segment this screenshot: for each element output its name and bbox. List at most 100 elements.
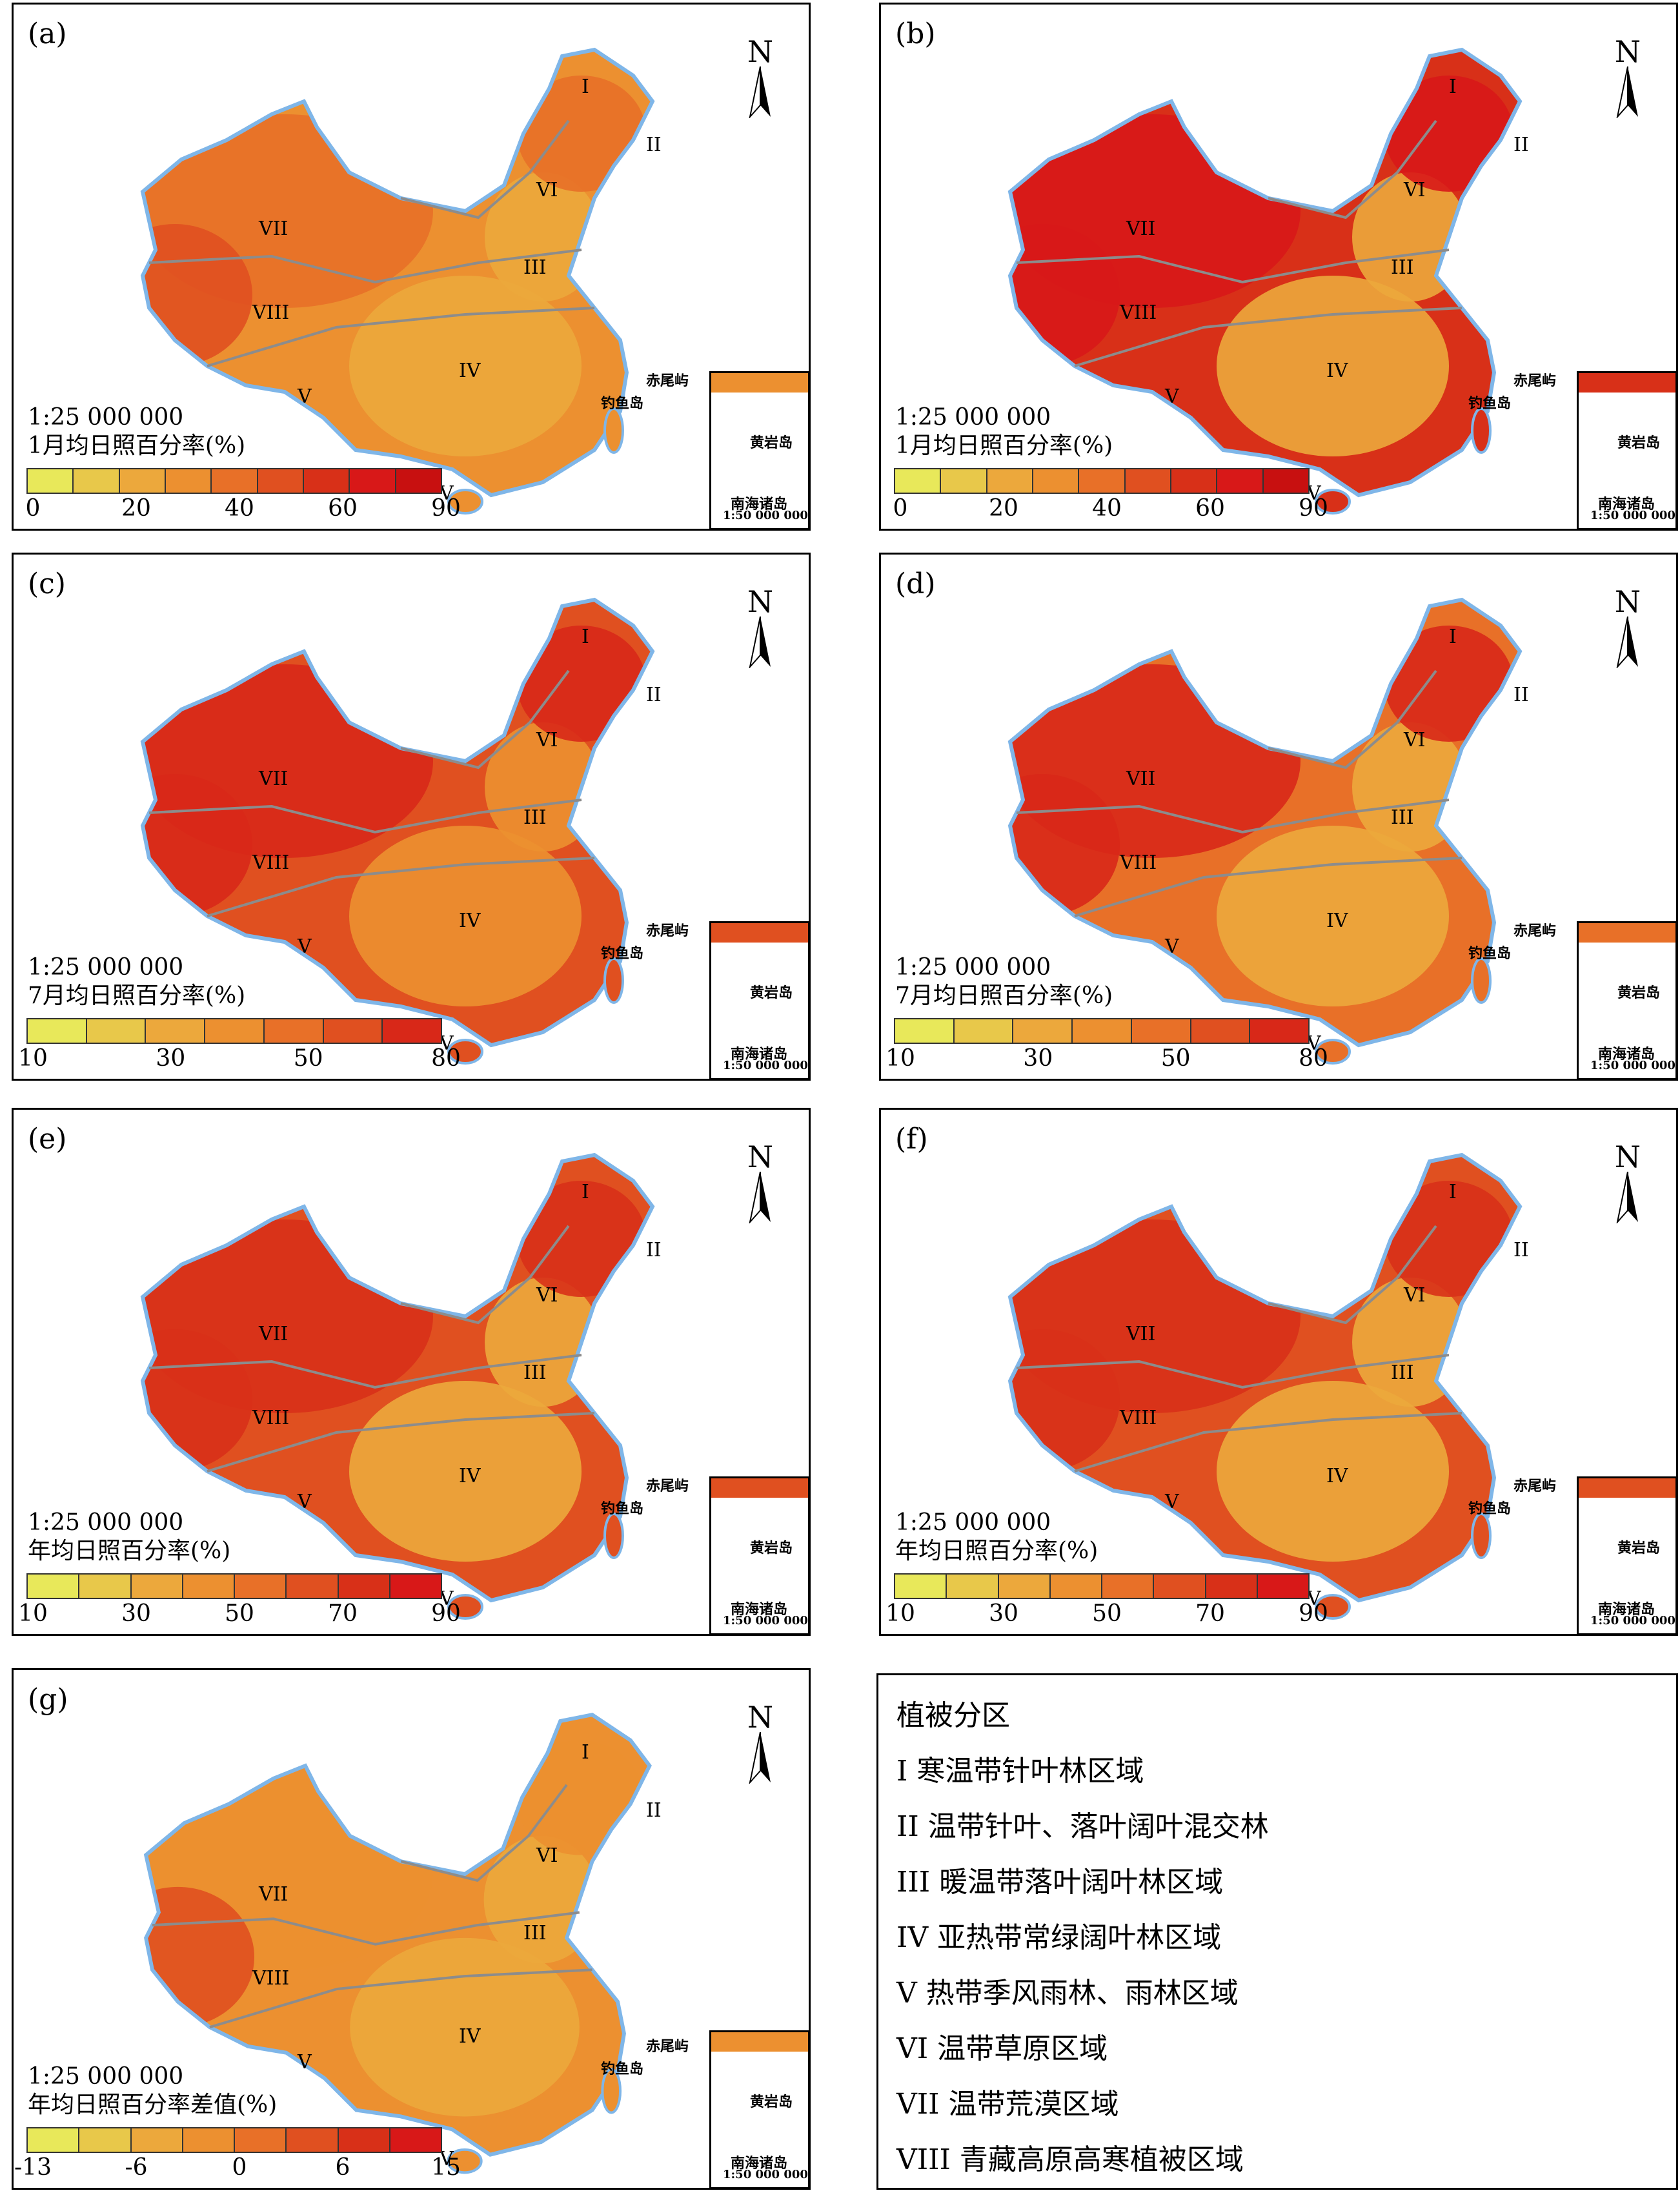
legend-swatch — [183, 2128, 235, 2152]
taiwan-island — [603, 1513, 624, 1559]
south-china-sea-inset: 黄岩岛 南海诸岛 1:50 000 000 — [709, 2030, 809, 2188]
coastline — [1007, 597, 1523, 1048]
region-numeral: VIII — [252, 852, 290, 874]
legend-ticks: 10 30 50 70 90 — [886, 1600, 1328, 1627]
island-label: 南海诸岛 — [731, 496, 788, 513]
legend-ticks: 0 20 40 60 90 — [20, 495, 461, 522]
legend-swatch — [131, 2128, 183, 2152]
region-numeral: II — [1513, 1239, 1529, 1261]
map-fill-zone — [1010, 224, 1120, 366]
region-numeral: II — [1513, 684, 1529, 706]
legend-swatch — [287, 1575, 339, 1598]
inset-coast — [1579, 1478, 1675, 1498]
region-numeral: VIII — [1120, 1407, 1157, 1429]
north-arrow-icon: N — [1605, 1142, 1650, 1226]
inset-scale-text: 1:50 000 000 — [1590, 509, 1675, 522]
region-numeral: III — [523, 1922, 547, 1944]
map-panel: (b) N I II III IV V VI VII VIII V 1:25 000 000 1月均日照… — [879, 3, 1678, 531]
legend-tick-label: 40 — [1092, 495, 1122, 522]
map-panel: (f) N I II III IV V VI VII VIII V 1:25 000 000 年均日照百… — [879, 1108, 1678, 1636]
map-panel: (d) N I II III IV V VI VII VIII V 1:25 000 000 7月均日照… — [879, 553, 1678, 1081]
region-numeral: I — [1449, 1181, 1457, 1203]
map-caption: 1:25 000 000 7月均日照百分率(%) — [895, 954, 1113, 1010]
legend-tick-label: 10 — [18, 1045, 48, 1072]
region-numeral: VI — [536, 1844, 558, 1867]
legend-ticks: 10 30 50 80 — [18, 1045, 461, 1072]
island-label: 黄岩岛 — [750, 434, 793, 451]
region-numeral: I — [582, 626, 589, 648]
scale-text: 1:25 000 000 — [28, 2063, 184, 2090]
island-label: 南海诸岛 — [731, 1046, 788, 1063]
panel-label: (c) — [28, 567, 66, 600]
china-map — [140, 47, 655, 515]
map-title: 1月均日照百分率(%) — [28, 433, 246, 459]
inset-scale-text: 1:50 000 000 — [723, 1614, 808, 1627]
legend-tick-label: 20 — [989, 495, 1018, 522]
north-label: N — [747, 1139, 774, 1174]
scale-text: 1:25 000 000 — [28, 1509, 184, 1536]
map-caption: 1:25 000 000 1月均日照百分率(%) — [895, 403, 1113, 460]
map-title: 年均日照百分率(%) — [895, 1538, 1098, 1564]
map-fill-zone — [143, 774, 252, 916]
region-numeral: VI — [1404, 179, 1426, 201]
coastline — [140, 597, 655, 1048]
inset-coast — [1579, 923, 1675, 943]
china-map — [1007, 47, 1523, 515]
legend-swatch — [1171, 469, 1218, 493]
north-arrow-icon: N — [738, 1142, 783, 1226]
region-numeral: V — [1165, 385, 1179, 408]
legend-item: VI 温带草原区域 — [896, 2032, 1108, 2065]
coastline — [143, 1712, 652, 2157]
north-arrow-icon: N — [738, 37, 783, 121]
region-numeral: I — [582, 1741, 589, 1764]
taiwan-island — [603, 957, 624, 1004]
map-fill-zone — [143, 1329, 252, 1471]
legend-tick-label: 90 — [431, 495, 461, 522]
legend-swatch — [1102, 1575, 1155, 1598]
region-numeral: VIII — [252, 1967, 290, 1990]
region-numeral: V — [1165, 1491, 1179, 1513]
map-title: 7月均日照百分率(%) — [28, 983, 246, 1009]
legend-swatch — [264, 1019, 324, 1043]
legend-ticks: -13 -6 0 6 15 — [14, 2154, 461, 2181]
inset-scale-text: 1:50 000 000 — [1590, 1614, 1675, 1627]
region-numeral: VII — [259, 768, 288, 790]
legend-swatch — [1154, 1575, 1206, 1598]
zone-boundaries — [1016, 669, 1462, 917]
scale-text: 1:25 000 000 — [895, 1509, 1051, 1536]
legend-swatch — [235, 2128, 287, 2152]
legend-swatch — [258, 469, 304, 493]
panel-label: (a) — [28, 17, 67, 50]
region-numeral: IV — [459, 1465, 481, 1487]
legend-tick-label: 0 — [893, 495, 908, 522]
legend-tick-label: -13 — [14, 2154, 52, 2181]
panel-label: (e) — [28, 1123, 67, 1156]
inset-coast — [711, 2032, 808, 2052]
region-numeral: VIII — [1120, 852, 1157, 874]
hainan-island — [1315, 1594, 1351, 1620]
color-legend-bar — [894, 1573, 1310, 1599]
island-label: 钓鱼岛 — [1468, 395, 1512, 412]
north-arrow-icon: N — [738, 1702, 783, 1786]
legend-swatch — [28, 1019, 87, 1043]
legend-swatch — [1191, 1019, 1251, 1043]
legend-item: III 暖温带落叶阔叶林区域 — [896, 1866, 1224, 1899]
island-label: 赤尾屿 — [1513, 372, 1557, 389]
island-label: 钓鱼岛 — [601, 945, 644, 962]
legend-tick-label: 90 — [431, 1600, 461, 1627]
legend-swatch — [28, 469, 74, 493]
color-legend-bar — [26, 2127, 442, 2153]
inset-coast — [711, 923, 808, 943]
region-numeral: IV — [459, 2025, 481, 2048]
island-label: 赤尾屿 — [646, 1478, 689, 1494]
island-label: 黄岩岛 — [1617, 984, 1661, 1001]
map-caption: 1:25 000 000 年均日照百分率(%) — [28, 1509, 230, 1566]
region-numeral: III — [523, 806, 547, 829]
legend-swatch — [390, 2128, 441, 2152]
legend-ticks: 0 20 40 60 90 — [887, 495, 1328, 522]
north-label: N — [747, 584, 774, 619]
color-legend-bar — [26, 468, 442, 494]
north-label: N — [1614, 34, 1641, 69]
china-map — [140, 597, 655, 1065]
legend-swatch — [1257, 1575, 1308, 1598]
